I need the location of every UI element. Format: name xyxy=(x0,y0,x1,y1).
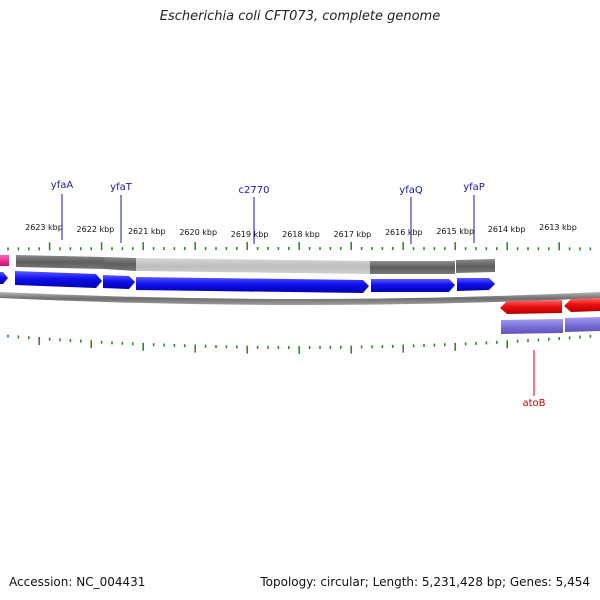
scale-tick-label: 2618 kbp xyxy=(282,230,320,239)
forward-gene-track xyxy=(0,271,495,293)
feature-block xyxy=(456,259,495,273)
gene-label-yfaP[interactable]: yfaP xyxy=(463,182,485,193)
scale-tick-label: 2619 kbp xyxy=(231,230,269,239)
scale-tick-label: 2616 kbp xyxy=(385,228,423,237)
gene-label-yfaQ[interactable]: yfaQ xyxy=(399,185,423,196)
feature-block xyxy=(565,317,600,332)
scale-tick-label: 2622 kbp xyxy=(77,225,115,234)
scale-tick-label: 2615 kbp xyxy=(436,227,474,236)
accession-text: Accession: NC_004431 xyxy=(9,575,146,589)
feature-block xyxy=(16,255,104,269)
reverse-gene-track xyxy=(500,298,600,314)
gene-arrow-c2770[interactable] xyxy=(136,277,369,293)
gene-arrow-yfaP[interactable] xyxy=(457,278,495,291)
gene-labels: yfaA yfaT c2770 yfaQ yfaP atoB xyxy=(51,180,546,409)
scale-tick-label: 2614 kbp xyxy=(488,225,526,234)
gene-label-yfaT[interactable]: yfaT xyxy=(110,182,133,193)
gene-label-yfaA[interactable]: yfaA xyxy=(51,180,74,191)
scale-tick-label: 2613 kbp xyxy=(539,223,577,232)
scale-tick-labels: 2623 kbp 2622 kbp 2621 kbp 2620 kbp 2619 kbp… xyxy=(25,223,577,239)
gene-label-atoB[interactable]: atoB xyxy=(522,398,545,409)
feature-block xyxy=(501,319,563,334)
scale-tick-label: 2623 kbp xyxy=(25,223,63,232)
scale-ticks-bottom xyxy=(7,334,592,354)
gene-arrow-yfaQ[interactable] xyxy=(371,279,455,292)
scale-tick-label: 2620 kbp xyxy=(179,228,217,237)
gene-arrow-yfaT[interactable] xyxy=(103,275,135,289)
feature-track-upper xyxy=(0,255,495,274)
gene-arrow-right-partial[interactable] xyxy=(564,298,600,312)
genome-summary-text: Topology: circular; Length: 5,231,428 bp… xyxy=(260,575,590,589)
highlight-feature xyxy=(0,255,9,266)
feature-block xyxy=(136,258,370,274)
genome-backbone xyxy=(0,292,600,305)
scale-tick-label: 2621 kbp xyxy=(128,227,166,236)
gene-arrow-atoB[interactable] xyxy=(500,300,562,314)
scale-tick-label: 2617 kbp xyxy=(334,230,372,239)
feature-track-lower xyxy=(501,317,600,334)
gene-label-c2770[interactable]: c2770 xyxy=(239,185,270,196)
feature-block xyxy=(104,257,136,271)
gene-arrow-left-partial[interactable] xyxy=(0,272,8,284)
feature-block xyxy=(370,261,455,274)
gene-arrow-yfaA[interactable] xyxy=(15,271,102,288)
map-title: Escherichia coli CFT073, complete genome xyxy=(159,9,441,24)
scale-ticks-top xyxy=(7,242,592,251)
